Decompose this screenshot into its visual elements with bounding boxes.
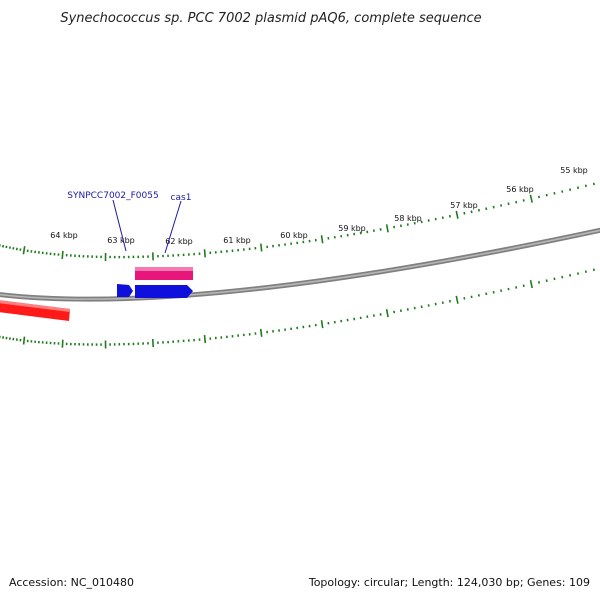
inner-ruler-minor-tick [576, 272, 580, 275]
outer-ruler-minor-tick [448, 214, 451, 218]
inner-ruler-major-tick [455, 295, 459, 304]
inner-ruler-minor-tick [515, 286, 518, 289]
outer-ruler-minor-tick [537, 195, 541, 199]
outer-ruler-minor-tick [399, 224, 402, 228]
inner-ruler-major-tick [22, 336, 26, 345]
outer-ruler-minor-tick [584, 184, 587, 188]
outer-ruler-major-tick [203, 249, 206, 258]
inner-ruler-minor-tick [485, 292, 488, 296]
outer-ruler-minor-tick [2, 244, 5, 248]
outer-ruler-minor-tick [463, 211, 466, 215]
outer-ruler-minor-tick [507, 202, 510, 206]
outer-ruler-minor-tick [477, 208, 480, 212]
outer-ruler-minor-tick [561, 190, 564, 193]
tick-label-57kbp: 57 kbp [450, 201, 478, 210]
outer-ruler-minor-tick [500, 204, 503, 207]
outer-ruler-minor-tick [470, 210, 473, 214]
gene-feature-red-highlight [0, 300, 70, 312]
outer-ruler-minor-tick [576, 186, 580, 190]
outer-ruler-minor-tick [553, 192, 556, 195]
inner-ruler-minor-tick [561, 275, 564, 279]
gene-label-cas1[interactable]: cas1 [171, 193, 192, 203]
inner-ruler-major-tick [259, 328, 263, 337]
inner-ruler-minor-tick [537, 281, 541, 284]
inner-ruler-minor-tick [448, 299, 451, 303]
inner-ruler-minor-tick [592, 268, 595, 272]
inner-ruler-minor-tick [584, 270, 587, 273]
outer-ruler-major-tick [22, 246, 26, 255]
outer-ruler-minor-tick [420, 220, 423, 224]
inner-ruler-minor-tick [500, 289, 503, 293]
tick-label-58kbp: 58 kbp [394, 214, 422, 223]
outer-ruler-minor-tick [569, 188, 572, 192]
tick-label-55kbp: 55 kbp [560, 166, 588, 175]
inner-ruler-minor-tick [553, 277, 556, 281]
outer-ruler-major-tick [260, 243, 263, 252]
inner-ruler-major-tick [385, 309, 389, 318]
inner-ruler-major-tick [529, 280, 533, 289]
inner-ruler-major-tick [203, 335, 207, 344]
outer-ruler-minor-tick [522, 199, 525, 202]
summary-text: Topology: circular; Length: 124,030 bp; … [308, 576, 590, 589]
outer-ruler-major-tick [529, 194, 533, 203]
tick-label-61kbp: 61 kbp [223, 236, 251, 245]
outer-ruler-minor-tick [427, 219, 430, 222]
inner-ruler-minor-tick [507, 287, 510, 291]
outer-ruler-minor-tick [545, 193, 548, 197]
tick-label-56kbp: 56 kbp [506, 185, 534, 194]
outer-ruler-major-tick [385, 224, 389, 233]
accession-text: Accession: NC_010480 [9, 576, 134, 589]
outer-ruler-major-tick [320, 235, 324, 244]
inner-ruler-minor-tick [569, 273, 572, 277]
inner-ruler-minor-tick [420, 305, 423, 309]
outer-ruler-minor-tick [485, 207, 488, 211]
outer-ruler-minor-tick [492, 205, 495, 209]
inner-ruler-minor-tick [399, 309, 402, 313]
outer-ruler-major-tick [455, 210, 459, 219]
tick-label-62kbp: 62 kbp [165, 237, 193, 246]
ruler-labels: 64 kbp 63 kbp 62 kbp 61 kbp 60 kbp 59 kb… [50, 166, 588, 246]
leader-line-synpcc7002-f0055 [112, 199, 127, 252]
outer-ruler-minor-tick [12, 247, 15, 250]
inner-ruler-major-tick [320, 320, 324, 329]
inner-ruler-minor-tick [522, 284, 525, 288]
plasmid-backbone-highlight [0, 229, 600, 300]
outer-ruler-minor-tick [5, 245, 8, 249]
inner-ruler-minor-tick [492, 290, 495, 294]
inner-ruler-ticks [0, 268, 595, 349]
map-title: Synechococcus sp. PCC 7002 plasmid pAQ6,… [60, 11, 481, 26]
outer-ruler-minor-tick [592, 182, 595, 186]
gene-arrow-cas1[interactable] [135, 285, 193, 298]
gene-feature-cas1-pink-highlight [135, 267, 193, 271]
tick-label-64kbp: 64 kbp [50, 231, 78, 240]
gene-label-synpcc7002-f0055[interactable]: SYNPCC7002_F0055 [67, 191, 158, 201]
outer-ruler-major-tick [61, 250, 64, 259]
inner-ruler-minor-tick [545, 279, 548, 283]
gene-arrow-synpcc7002-f0055[interactable] [117, 284, 133, 297]
inner-ruler-minor-tick [427, 304, 430, 307]
tick-label-59kbp: 59 kbp [338, 224, 366, 233]
inner-ruler-minor-tick [463, 297, 466, 300]
leader-line-cas1 [164, 200, 182, 254]
tick-label-60kbp: 60 kbp [280, 231, 308, 240]
outer-ruler-minor-tick [515, 200, 518, 204]
outer-ruler-ticks [0, 182, 595, 262]
tick-label-63kbp: 63 kbp [107, 236, 135, 245]
